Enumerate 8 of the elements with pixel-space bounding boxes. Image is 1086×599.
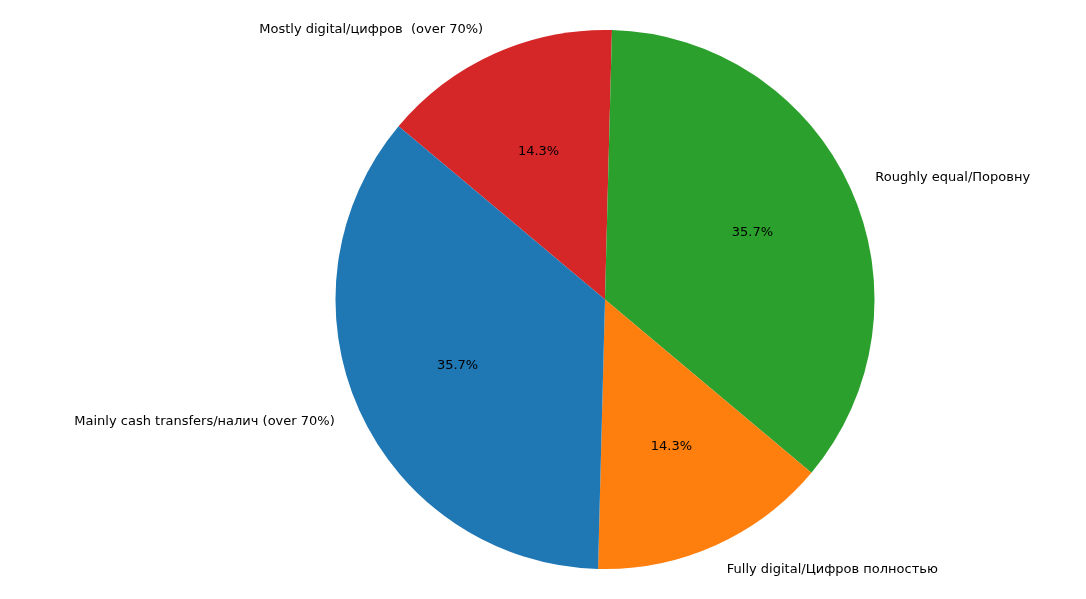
data-label: 35.7%: [436, 357, 479, 373]
slice-label: Mainly cash transfers/налич (over 70%): [74, 412, 335, 428]
slice-label: Fully digital/Цифров полностью: [726, 561, 938, 577]
data-label: 35.7%: [731, 224, 774, 240]
data-label: 14.3%: [650, 438, 693, 454]
slice-label: Roughly equal/Поровну: [875, 169, 1031, 185]
data-label: 14.3%: [517, 143, 560, 159]
slice-label: Mostly digital/цифров (over 70%): [259, 20, 484, 36]
